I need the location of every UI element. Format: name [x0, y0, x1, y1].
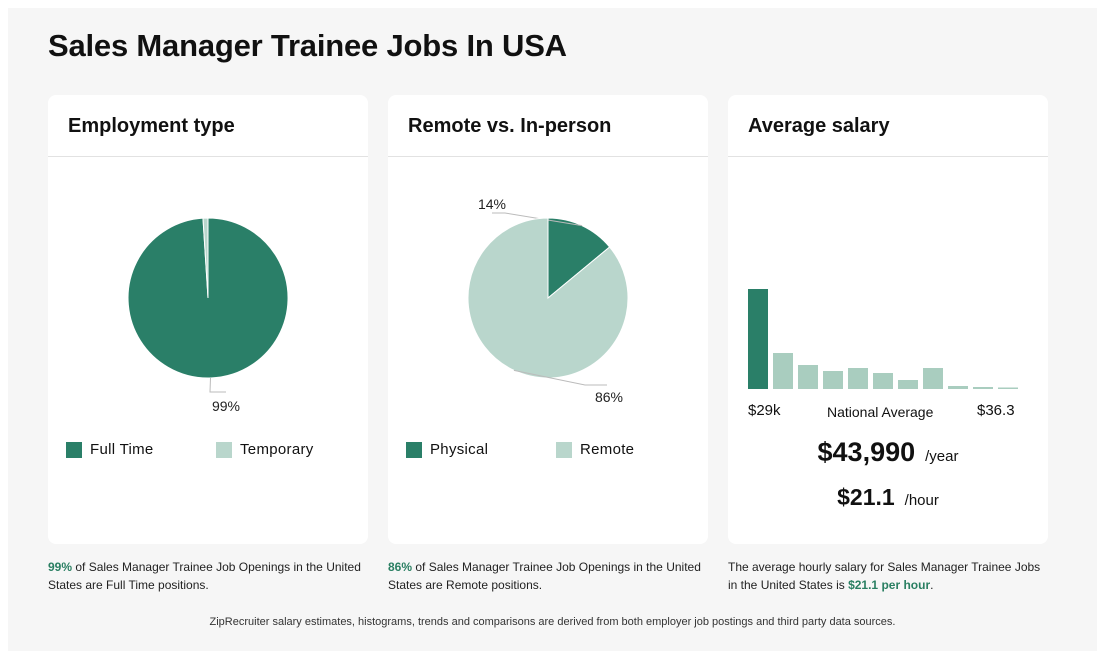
- employment-type-title: Employment type: [48, 95, 368, 157]
- histogram-min-label: $29k: [748, 402, 781, 419]
- employment-caption-text: of Sales Manager Trainee Job Openings in…: [48, 560, 361, 592]
- legend-swatch: [556, 441, 572, 458]
- histogram-bar: [948, 386, 968, 389]
- remote-caption: 86% of Sales Manager Trainee Job Opening…: [388, 558, 708, 594]
- legend-item-full-time: Full Time: [66, 441, 216, 458]
- pie-label-leader: [209, 377, 226, 393]
- histogram-bar: [773, 353, 793, 389]
- employment-caption-percent: 99%: [48, 560, 73, 574]
- histogram-bar: [973, 387, 993, 389]
- legend-swatch: [216, 441, 232, 458]
- salary-caption-text: The average hourly salary for Sales Mana…: [728, 560, 1041, 592]
- legend-item-temporary: Temporary: [216, 441, 366, 458]
- pie-label-leader: [492, 212, 583, 227]
- legend-swatch: [406, 441, 422, 458]
- legend-label: Remote: [580, 441, 635, 458]
- pie-label-remote: 86%: [595, 389, 623, 405]
- salary-caption-value: $21.1 per hour: [848, 578, 931, 592]
- remote-caption-text: of Sales Manager Trainee Job Openings in…: [388, 560, 701, 592]
- yearly-salary: $43,990/year: [728, 437, 1048, 468]
- histogram-mid-label: National Average: [827, 404, 934, 420]
- histogram-bar: [848, 368, 868, 389]
- remote-card: Remote vs. In-person 14% 86% Physical Remo…: [388, 95, 708, 544]
- histogram-bar: [748, 289, 768, 389]
- hourly-salary-unit: /hour: [904, 492, 939, 509]
- page: Sales Manager Trainee Jobs In USA Employ…: [8, 8, 1097, 651]
- page-title: Sales Manager Trainee Jobs In USA: [48, 28, 567, 63]
- legend-label: Temporary: [240, 441, 314, 458]
- hourly-salary-value: $21.1: [837, 484, 895, 510]
- employment-type-card: Employment type 99% Full Time Temporary: [48, 95, 368, 544]
- employment-pie-chart: 99%: [127, 217, 289, 414]
- pie-label-physical: 14%: [478, 196, 506, 212]
- yearly-salary-value: $43,990: [817, 437, 916, 467]
- hourly-salary: $21.1/hour: [728, 484, 1048, 511]
- legend-item-physical: Physical: [406, 441, 556, 458]
- footer-disclaimer: ZipRecruiter salary estimates, histogram…: [209, 616, 896, 628]
- legend-swatch: [66, 441, 82, 458]
- salary-caption: The average hourly salary for Sales Mana…: [728, 558, 1048, 594]
- histogram-bar: [823, 371, 843, 389]
- employment-legend: Full Time Temporary: [66, 441, 368, 458]
- salary-histogram: [748, 289, 1018, 389]
- pie-label-leader: [513, 369, 607, 386]
- pie-label-full-time: 99%: [212, 398, 240, 414]
- yearly-salary-unit: /year: [925, 448, 959, 465]
- legend-item-remote: Remote: [556, 441, 706, 458]
- legend-label: Physical: [430, 441, 489, 458]
- histogram-bar: [998, 387, 1018, 389]
- remote-title: Remote vs. In-person: [388, 95, 708, 157]
- legend-label: Full Time: [90, 441, 154, 458]
- histogram-bar: [798, 365, 818, 389]
- salary-caption-end: .: [930, 578, 934, 592]
- remote-caption-percent: 86%: [388, 560, 413, 574]
- remote-pie-chart: 14% 86%: [467, 196, 629, 405]
- histogram-bar: [873, 373, 893, 389]
- pie-slice-temporary: [202, 217, 209, 299]
- average-salary-card: Average salary $29k National Average $36…: [728, 95, 1048, 544]
- histogram-max-label: $36.3: [977, 402, 1015, 419]
- employment-caption: 99% of Sales Manager Trainee Job Opening…: [48, 558, 368, 594]
- histogram-bar: [923, 368, 943, 389]
- average-salary-title: Average salary: [728, 95, 1048, 157]
- histogram-bar: [898, 380, 918, 389]
- remote-legend: Physical Remote: [406, 441, 708, 458]
